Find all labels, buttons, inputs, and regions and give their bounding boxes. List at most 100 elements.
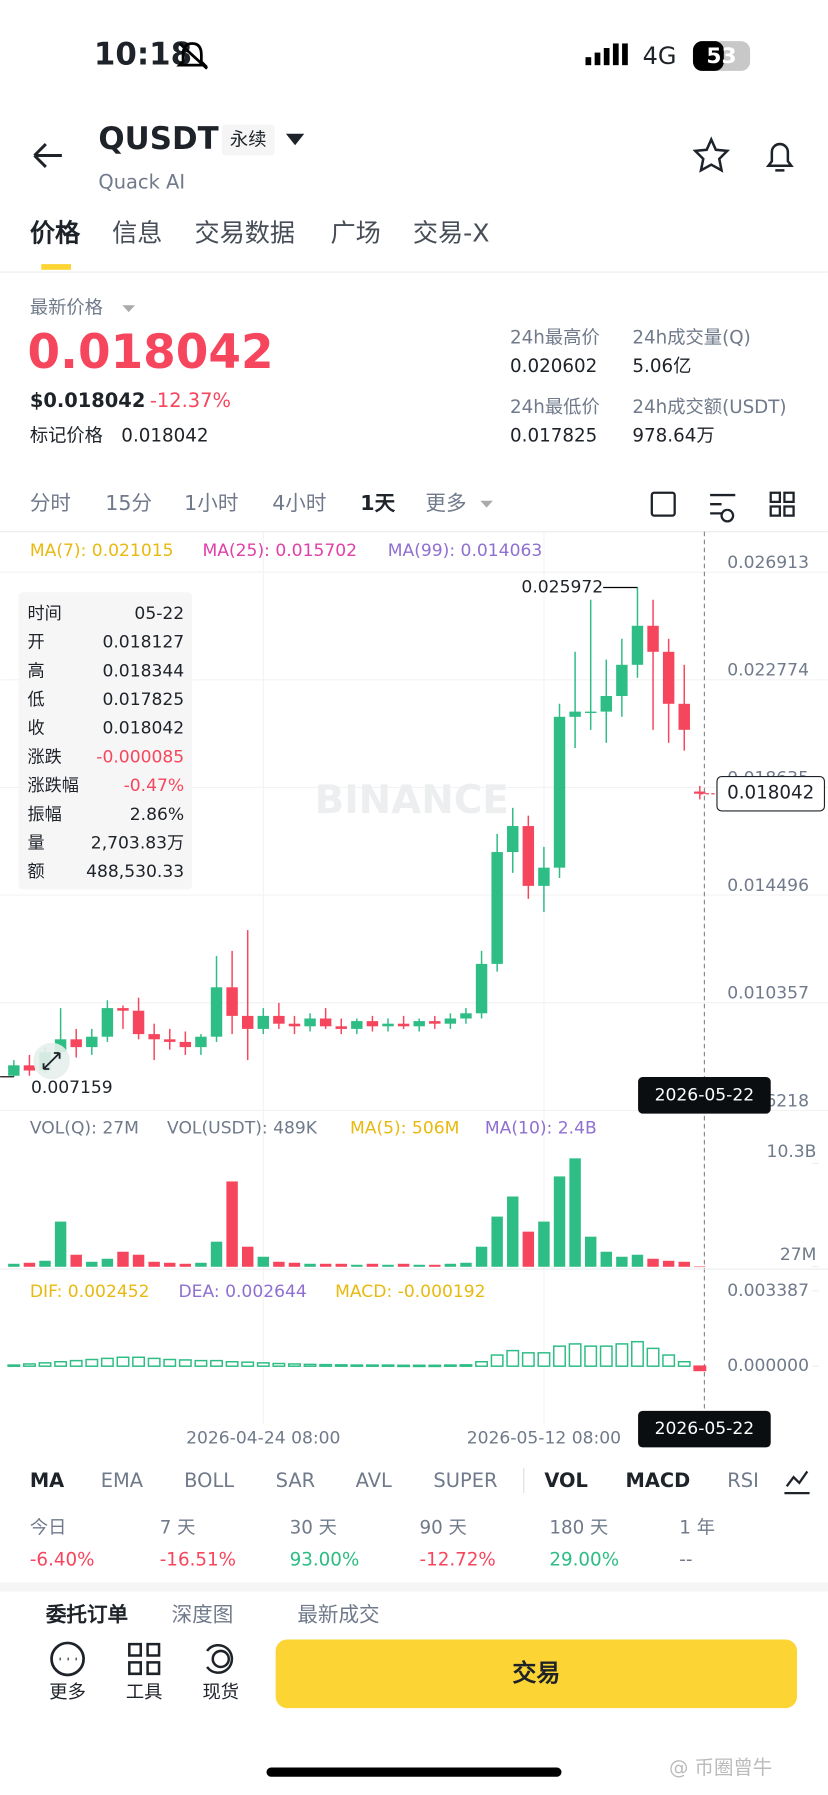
interval[interactable]: 1小时	[184, 491, 238, 515]
peak-label: 0.025972	[521, 577, 603, 597]
home-indicator	[266, 1767, 562, 1777]
price-label: 最新价格	[30, 298, 103, 319]
macd-bar	[38, 1362, 52, 1367]
indicator-tab[interactable]: RSI	[727, 1469, 759, 1492]
settings-button[interactable]	[710, 493, 736, 523]
indicator-tab[interactable]: AVL	[356, 1469, 392, 1492]
macd-bar	[537, 1352, 551, 1367]
tab[interactable]: 交易-X	[413, 218, 490, 247]
expand-icon[interactable]	[42, 1052, 61, 1070]
tab[interactable]: 交易数据	[194, 218, 295, 247]
interval[interactable]: 15分	[105, 491, 152, 515]
volume-legend: VOL(USDT): 489K	[167, 1118, 318, 1138]
layout-button[interactable]	[769, 491, 795, 517]
tooltip-label: 涨跌幅	[28, 776, 79, 796]
crosshair-date-box	[638, 1077, 771, 1114]
tooltip-label: 量	[28, 834, 45, 854]
candle-body	[678, 703, 690, 730]
order-tab[interactable]: 委托订单	[45, 1603, 128, 1627]
volume-bar	[522, 1231, 535, 1267]
candle-body	[335, 1026, 347, 1029]
stat-value: 5.06亿	[632, 356, 691, 377]
candle-body	[304, 1018, 316, 1027]
battery-level	[692, 41, 724, 71]
candle-body	[273, 1015, 285, 1024]
order-tab[interactable]: 最新成交	[297, 1603, 379, 1627]
fullscreen-button[interactable]	[650, 491, 676, 517]
candle-body	[241, 1015, 254, 1029]
candle-body	[413, 1021, 425, 1027]
alert-button[interactable]	[765, 142, 794, 172]
trade-button[interactable]	[275, 1639, 798, 1709]
tab[interactable]: 信息	[112, 218, 162, 247]
order-tab[interactable]: 深度图	[172, 1603, 234, 1627]
y-tick-label: 0.010357	[727, 984, 809, 1004]
tab[interactable]: 广场	[331, 218, 381, 247]
back-button[interactable]	[33, 143, 62, 168]
candle-body	[210, 987, 223, 1037]
footer-label[interactable]: 更多	[49, 1682, 86, 1703]
stat-label: 24h最高价	[510, 327, 600, 348]
footer-label[interactable]: 现货	[202, 1682, 239, 1703]
volume-bar	[382, 1264, 394, 1267]
candle-body	[460, 1013, 472, 1019]
signal-icon	[585, 43, 628, 66]
volume-bar	[70, 1254, 82, 1267]
candle-body	[694, 791, 706, 794]
badge-bg	[221, 124, 275, 156]
interval[interactable]: 1天	[360, 491, 395, 515]
macd-bar	[443, 1364, 457, 1367]
indicator-settings[interactable]	[784, 1470, 810, 1495]
footer-label[interactable]: 工具	[126, 1682, 163, 1703]
footer-icon	[206, 1644, 234, 1674]
macd-legend: MACD: -0.000192	[335, 1282, 485, 1302]
interval[interactable]: 分时	[30, 491, 71, 515]
chart-watermark: BINANCE	[315, 778, 509, 823]
period-label: 1 年	[679, 1518, 715, 1539]
tooltip-value: 0.018344	[102, 661, 184, 681]
period-label: 90 天	[419, 1518, 466, 1539]
candle-body	[382, 1023, 394, 1027]
volume-bar	[678, 1261, 690, 1267]
symbol: QUSDT	[98, 121, 218, 157]
crosshair-date-box	[638, 1410, 771, 1448]
volume-bar	[288, 1262, 301, 1267]
macd-bar	[241, 1361, 255, 1367]
current-price-box	[716, 776, 826, 812]
favorite-button[interactable]	[692, 136, 731, 173]
indicator-tab[interactable]: VOL	[544, 1469, 588, 1492]
volume-bar	[273, 1261, 285, 1267]
indicator-tab[interactable]: MACD	[626, 1469, 691, 1492]
volume-bar	[23, 1262, 36, 1267]
indicator-tab[interactable]: MA	[30, 1469, 64, 1492]
volume-legend: VOL(Q): 27M	[30, 1118, 139, 1138]
stat-label: 24h成交量(Q)	[632, 327, 750, 348]
volume-bar	[164, 1262, 176, 1267]
macd-bar	[54, 1360, 68, 1367]
indicator-tab[interactable]: SAR	[276, 1469, 315, 1492]
indicator-tab[interactable]: EMA	[101, 1469, 144, 1492]
tab[interactable]: 价格	[30, 218, 81, 247]
stat-label: 24h最低价	[510, 397, 600, 418]
indicator-tab[interactable]: BOLL	[184, 1469, 234, 1492]
volume-bar	[86, 1261, 98, 1267]
price-dropdown[interactable]	[122, 305, 136, 313]
candle-body	[475, 963, 488, 1014]
volume-bar	[429, 1264, 441, 1267]
indicator-tab[interactable]: SUPER	[433, 1469, 497, 1492]
y-tick-label: 0.014496	[727, 876, 809, 896]
candle-body	[179, 1041, 192, 1048]
symbol-dropdown[interactable]	[285, 133, 305, 146]
interval[interactable]: 更多	[425, 491, 466, 515]
macd-bar	[459, 1364, 473, 1367]
candle-body	[226, 987, 238, 1016]
macd-bar	[147, 1357, 161, 1367]
tooltip-label: 涨跌	[28, 747, 62, 767]
macd-bar	[365, 1364, 379, 1367]
volume-bar	[444, 1263, 457, 1267]
stat-value: 978.64万	[632, 426, 714, 447]
interval[interactable]: 4小时	[272, 491, 326, 515]
macd-bar	[428, 1364, 442, 1368]
more-dropdown[interactable]	[480, 500, 493, 508]
